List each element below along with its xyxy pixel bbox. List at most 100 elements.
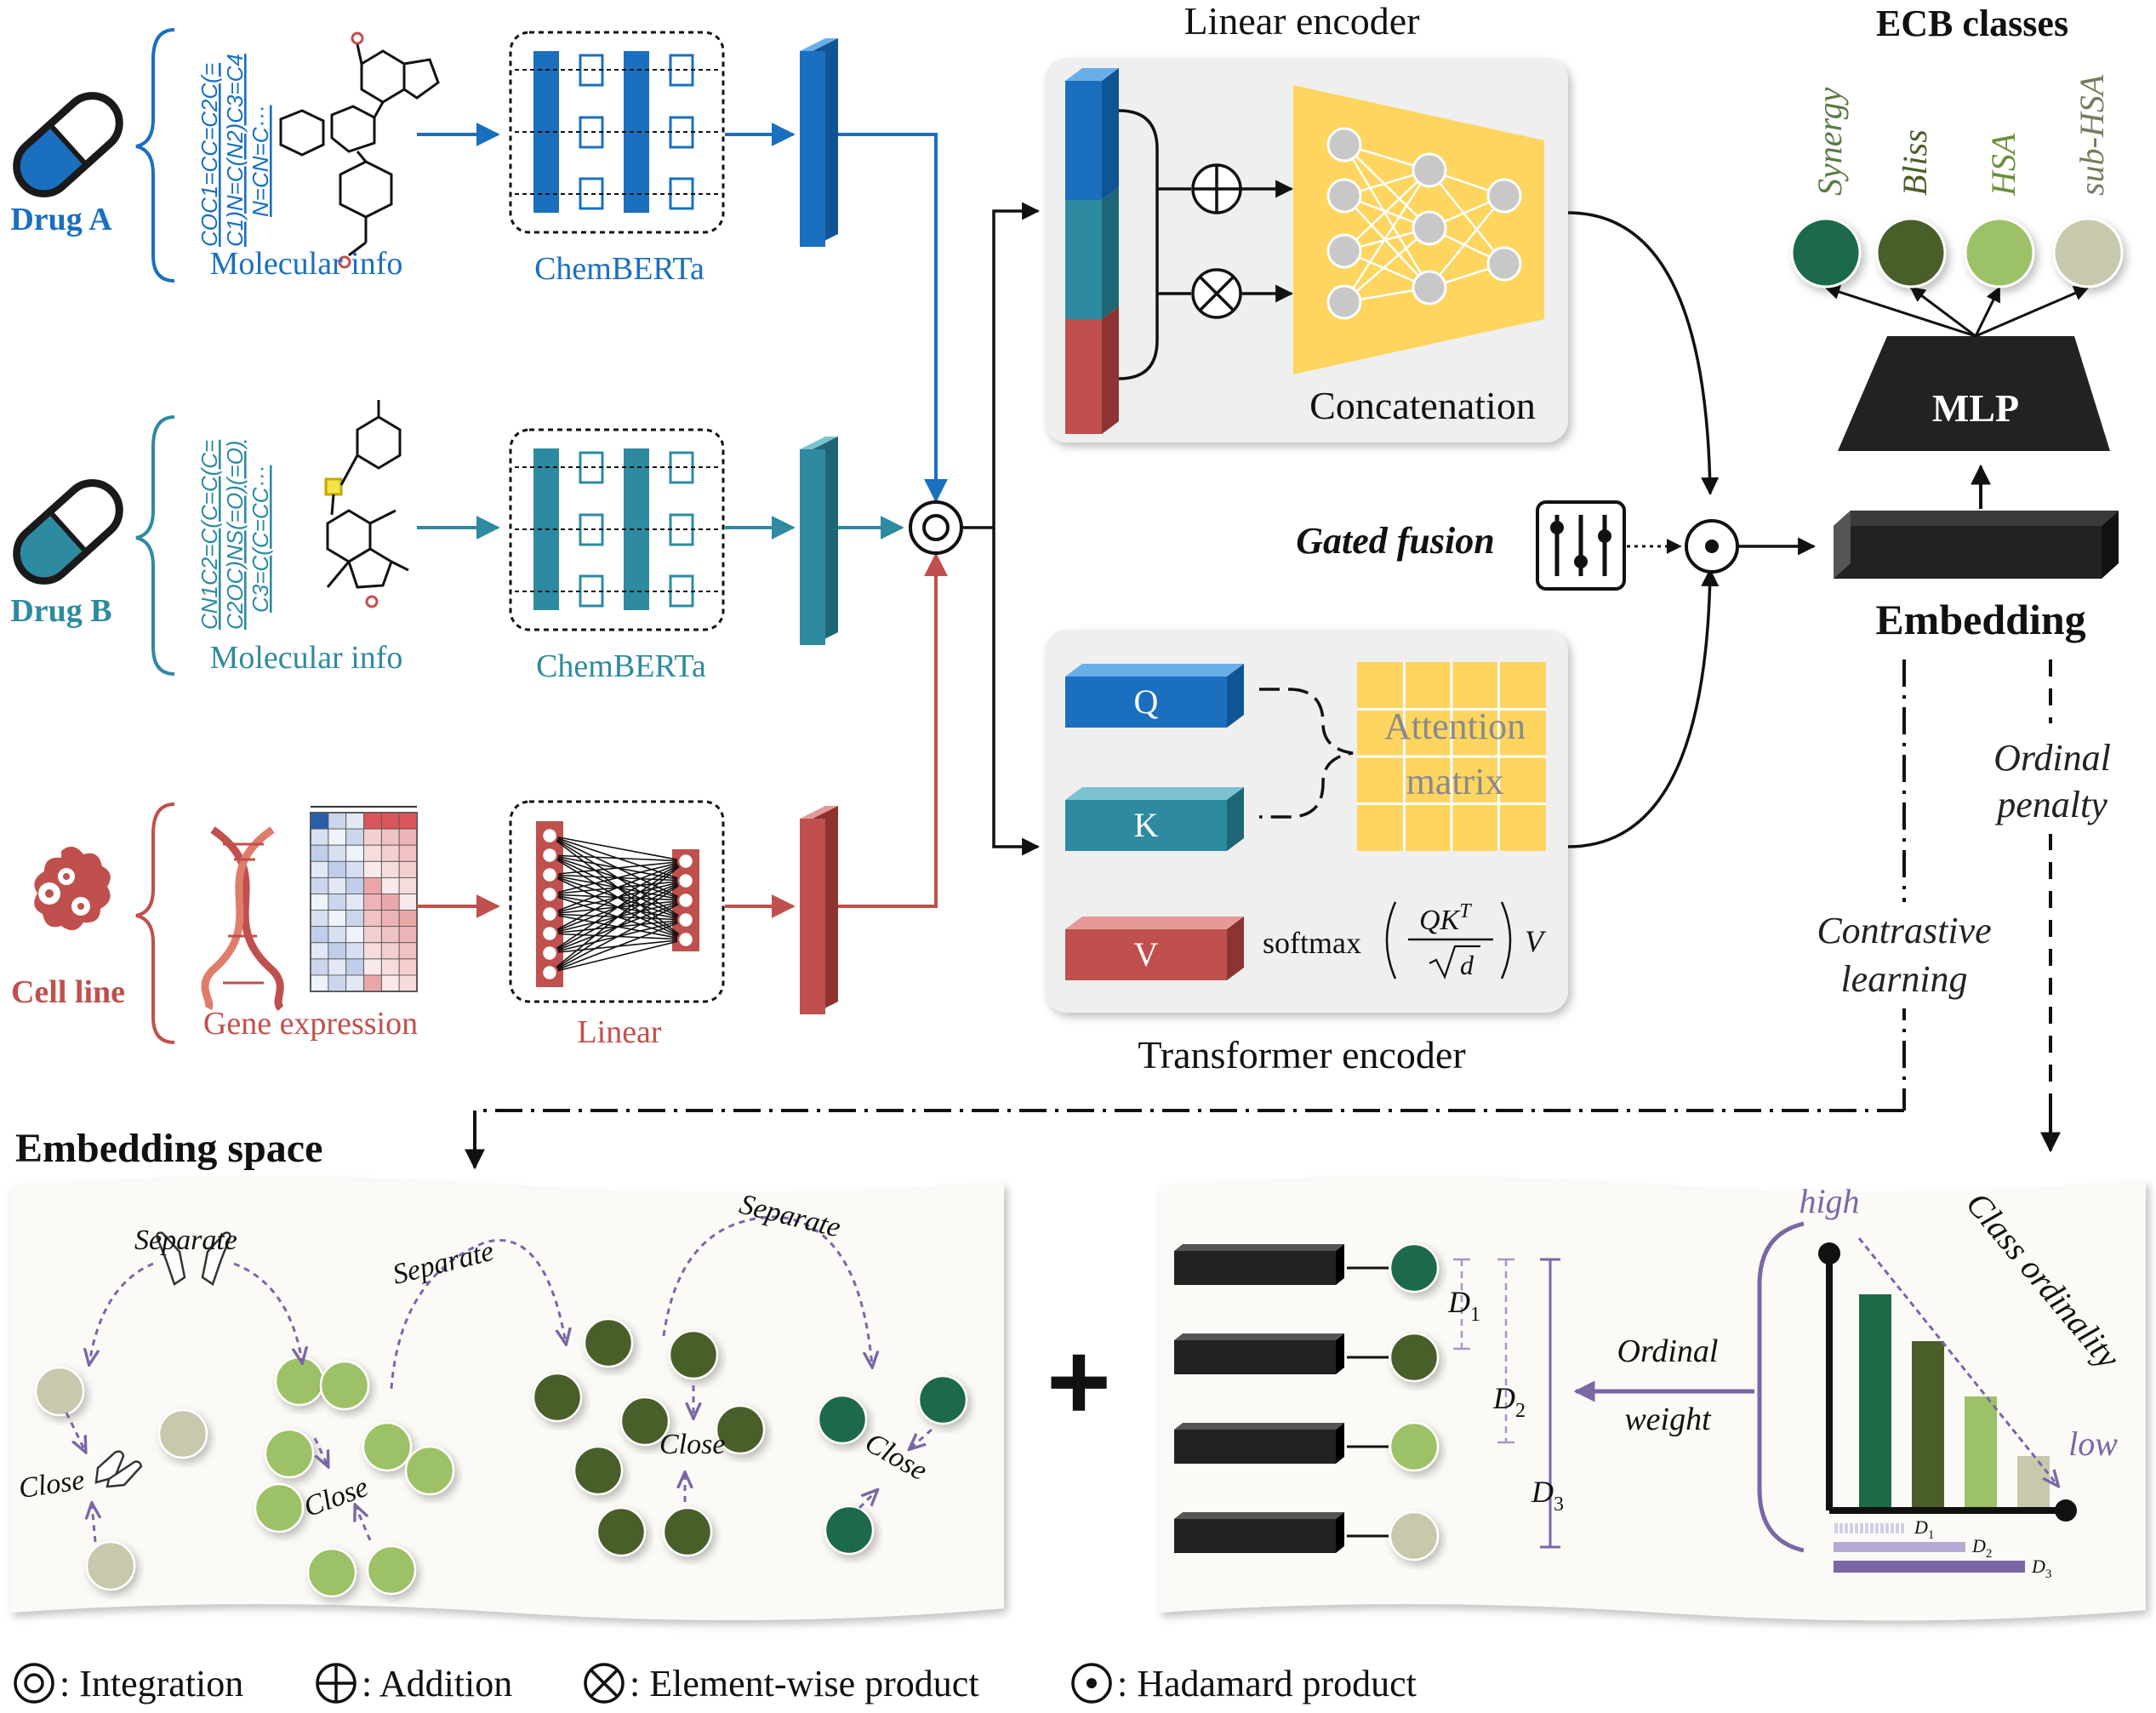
attention-matrix-label: Attention matrix bbox=[1384, 705, 1526, 802]
gene-expression-label: Gene expression bbox=[203, 1006, 418, 1042]
heatmap-cell bbox=[345, 942, 364, 960]
linear-encoder-title: Linear encoder bbox=[1184, 0, 1419, 43]
contrastive-line: Contrastive bbox=[1817, 910, 1991, 951]
ordinal-panel: D1 D2 D3 Ordinal weight high low Class or… bbox=[1159, 1179, 2146, 1621]
heatmap-cell bbox=[310, 812, 329, 830]
heatmap-cell bbox=[398, 942, 418, 960]
d-sub: 3 bbox=[1554, 1493, 1564, 1516]
svg-text:D1: D1 bbox=[1447, 1285, 1480, 1326]
embedding-space-panel: Separate Separate Separate Close Close C… bbox=[10, 1179, 1004, 1620]
d-sub: 1 bbox=[1470, 1304, 1480, 1326]
heatmap-cell bbox=[380, 942, 400, 960]
heatmap-cell bbox=[363, 844, 382, 862]
heatmap-cell bbox=[328, 844, 347, 862]
class-circle bbox=[1389, 1510, 1440, 1562]
svg-text:D3: D3 bbox=[1531, 1475, 1564, 1516]
svg-text:D2: D2 bbox=[1492, 1381, 1526, 1422]
embedding-point bbox=[817, 1394, 868, 1445]
neuron bbox=[540, 885, 559, 904]
heatmap-cell bbox=[363, 974, 382, 992]
svg-text:D2: D2 bbox=[1971, 1535, 1992, 1561]
cell-line-label: Cell line bbox=[11, 974, 125, 1010]
pill-icon bbox=[13, 92, 123, 197]
smiles-line: C1)N=C(N2)C3=C4 bbox=[222, 54, 248, 247]
embedding-space-title: Embedding space bbox=[15, 1126, 322, 1171]
heatmap-cell bbox=[380, 974, 400, 992]
mlp-block: MLP bbox=[1838, 336, 2110, 451]
heatmap-cell bbox=[380, 910, 400, 928]
heatmap-cell bbox=[380, 860, 400, 878]
embedding-point bbox=[662, 1506, 713, 1557]
pill-icon bbox=[13, 479, 123, 585]
heatmap-cell bbox=[345, 828, 364, 846]
plus-sign: + bbox=[1047, 1319, 1111, 1443]
heatmap-cell bbox=[328, 876, 347, 894]
query-block: Q bbox=[1065, 664, 1244, 728]
class-circle bbox=[1389, 1332, 1440, 1383]
ordinal-bar bbox=[1912, 1341, 1944, 1507]
heatmap-cell bbox=[328, 942, 347, 960]
ecb-class-circle bbox=[1875, 217, 1947, 288]
element-product-icon bbox=[1191, 268, 1242, 319]
cell-feature-vector bbox=[800, 806, 838, 1014]
neuron bbox=[540, 944, 559, 962]
neuron bbox=[676, 891, 695, 910]
smiles-text: COC1=CC=C2C(=C1)N=C(N2)C3=C4N=CN=C··· bbox=[197, 54, 273, 247]
ordinal-line: penalty bbox=[1994, 784, 2108, 825]
embedding-point bbox=[157, 1408, 208, 1459]
heatmap-cell bbox=[398, 812, 418, 830]
formula-v: V bbox=[1525, 924, 1547, 958]
d-sub: 2 bbox=[1515, 1400, 1526, 1422]
embedding-point bbox=[917, 1374, 968, 1425]
drug-a-feature-vector bbox=[800, 38, 838, 247]
hadamard-icon bbox=[1685, 519, 1739, 574]
linear-label: Linear bbox=[577, 1014, 662, 1050]
heatmap-cell bbox=[398, 910, 418, 928]
drug-b-label: Drug B bbox=[10, 593, 111, 629]
heatmap-cell bbox=[328, 926, 347, 944]
gated-fusion-label: Gated fusion bbox=[1296, 520, 1494, 562]
neuron bbox=[1326, 284, 1362, 320]
heatmap-cell bbox=[398, 844, 418, 862]
embedding-point bbox=[404, 1445, 455, 1496]
ordinal-weight-line: weight bbox=[1624, 1402, 1712, 1437]
heatmap-cell bbox=[310, 828, 329, 846]
embedding-point bbox=[668, 1329, 719, 1380]
neuron bbox=[540, 865, 559, 884]
heatmap-cell bbox=[398, 894, 418, 911]
heatmap-cell bbox=[398, 860, 418, 878]
embedding-vector bbox=[1174, 1340, 1336, 1374]
heatmap-cell bbox=[345, 812, 364, 830]
heatmap-cell bbox=[380, 812, 400, 830]
integration-icon bbox=[14, 1663, 54, 1704]
chemberta-b-block bbox=[509, 428, 725, 631]
ordinal-weight-label: Ordinal weight bbox=[1617, 1333, 1719, 1437]
heatmap-cell bbox=[345, 910, 364, 928]
heatmap-cell bbox=[345, 894, 364, 911]
heatmap-cell bbox=[398, 828, 418, 846]
neuron bbox=[1486, 178, 1522, 214]
heatmap-cell bbox=[363, 926, 382, 944]
heatmap-cell bbox=[345, 974, 364, 992]
heatmap-cell bbox=[380, 926, 400, 944]
class-circle bbox=[1389, 1421, 1440, 1472]
heatmap-cell bbox=[345, 876, 364, 894]
ecb-class-label: Synergy bbox=[1811, 87, 1849, 196]
transformer-encoder-panel: Q K V Attention matrix softmax QKT d V bbox=[1045, 630, 1568, 1013]
heatmap-cell bbox=[345, 958, 364, 976]
smiles-line: C2OC)NS(=O)(=O) bbox=[222, 441, 248, 630]
d-label: D bbox=[1531, 1475, 1554, 1509]
molecular-info-label: Molecular info bbox=[210, 246, 403, 282]
attention-matrix bbox=[1357, 662, 1546, 851]
neuron bbox=[1412, 210, 1447, 246]
transformer-encoder-title: Transformer encoder bbox=[1138, 1033, 1465, 1076]
embedding-point bbox=[254, 1482, 305, 1533]
addition-icon bbox=[1191, 163, 1242, 214]
molecule-structure bbox=[324, 400, 409, 608]
heatmap-cell bbox=[310, 910, 329, 928]
heatmap-cell bbox=[328, 894, 347, 911]
molecular-info-label: Molecular info bbox=[210, 640, 403, 676]
drug-a-group: Drug A COC1=CC=C2C(=C1)N=C(N2)C3=C4N=CN=… bbox=[10, 28, 948, 503]
heatmap-cell bbox=[363, 812, 382, 830]
